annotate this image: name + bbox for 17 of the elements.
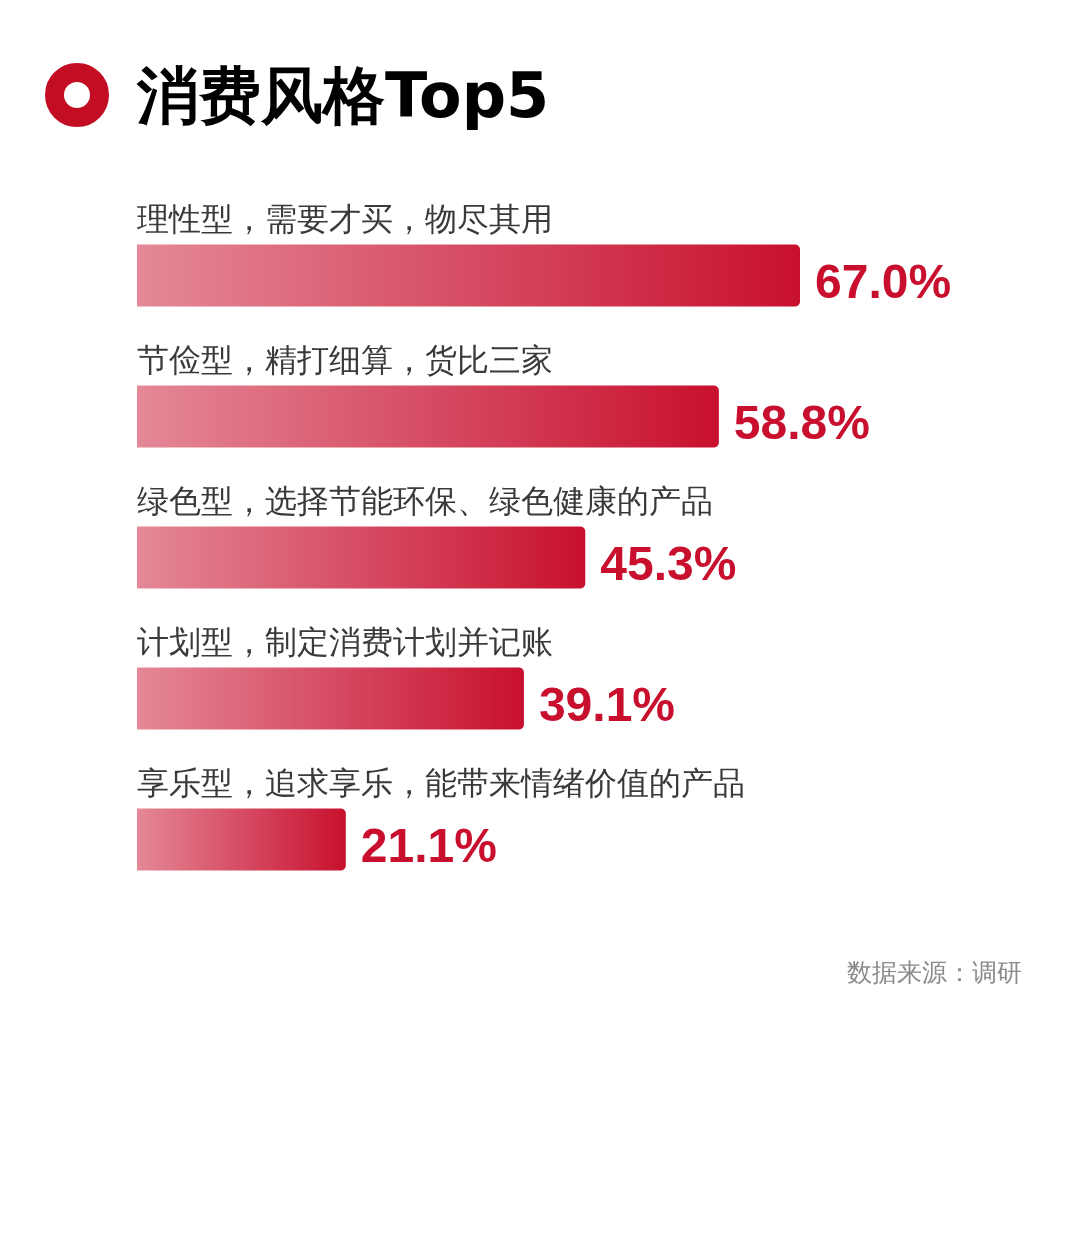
chart-title: 消费风格Top5 — [136, 58, 550, 132]
bar — [137, 385, 719, 448]
y-tick-label: 理性型，需要才买，物尽其用 — [137, 199, 553, 238]
y-tick-label: 享乐型，追求享乐，能带来情绪价值的产品 — [137, 763, 745, 802]
data-label: 58.8% — [733, 395, 870, 449]
data-label: 39.1% — [538, 677, 676, 731]
bar — [137, 667, 524, 730]
bar — [137, 808, 346, 871]
data-label: 45.3% — [600, 536, 737, 590]
source-note: 数据来源：调研 — [847, 957, 1022, 989]
bar — [137, 244, 800, 307]
data-label: 21.1% — [360, 818, 497, 872]
y-tick-label: 计划型，制定消费计划并记账 — [137, 622, 553, 661]
y-tick-label: 绿色型，选择节能环保、绿色健康的产品 — [137, 481, 713, 520]
bar — [137, 526, 586, 589]
y-tick-label: 节俭型，精打细算，货比三家 — [137, 340, 553, 379]
data-label: 67.0% — [815, 254, 952, 308]
